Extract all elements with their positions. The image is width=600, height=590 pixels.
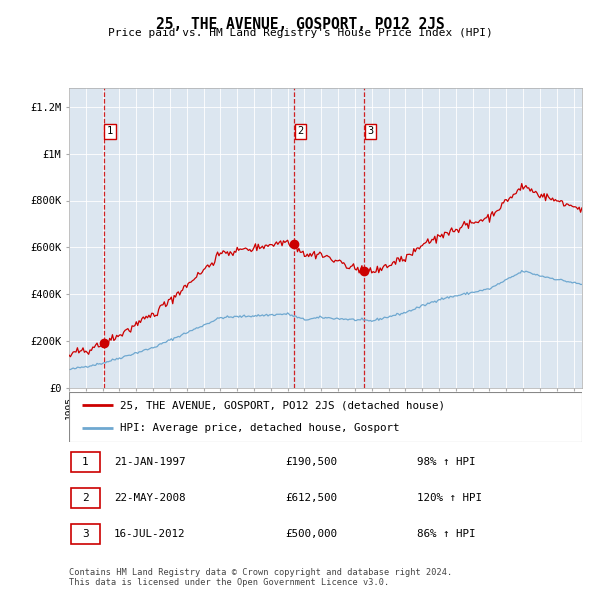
FancyBboxPatch shape — [69, 392, 582, 442]
Text: £190,500: £190,500 — [285, 457, 337, 467]
Text: 120% ↑ HPI: 120% ↑ HPI — [417, 493, 482, 503]
Text: 25, THE AVENUE, GOSPORT, PO12 2JS (detached house): 25, THE AVENUE, GOSPORT, PO12 2JS (detac… — [121, 400, 445, 410]
Text: 98% ↑ HPI: 98% ↑ HPI — [417, 457, 475, 467]
Text: HPI: Average price, detached house, Gosport: HPI: Average price, detached house, Gosp… — [121, 423, 400, 433]
Text: 25, THE AVENUE, GOSPORT, PO12 2JS: 25, THE AVENUE, GOSPORT, PO12 2JS — [155, 17, 445, 31]
Text: 2: 2 — [298, 126, 304, 136]
FancyBboxPatch shape — [71, 524, 100, 544]
Text: 86% ↑ HPI: 86% ↑ HPI — [417, 529, 475, 539]
Text: 2: 2 — [82, 493, 89, 503]
FancyBboxPatch shape — [71, 452, 100, 472]
FancyBboxPatch shape — [71, 488, 100, 508]
Text: Contains HM Land Registry data © Crown copyright and database right 2024.
This d: Contains HM Land Registry data © Crown c… — [69, 568, 452, 587]
Text: £612,500: £612,500 — [285, 493, 337, 503]
Text: 1: 1 — [107, 126, 113, 136]
Text: 16-JUL-2012: 16-JUL-2012 — [114, 529, 185, 539]
Text: Price paid vs. HM Land Registry's House Price Index (HPI): Price paid vs. HM Land Registry's House … — [107, 28, 493, 38]
Text: 21-JAN-1997: 21-JAN-1997 — [114, 457, 185, 467]
Text: 22-MAY-2008: 22-MAY-2008 — [114, 493, 185, 503]
Text: 1: 1 — [82, 457, 89, 467]
Text: £500,000: £500,000 — [285, 529, 337, 539]
Text: 3: 3 — [82, 529, 89, 539]
Text: 3: 3 — [367, 126, 374, 136]
